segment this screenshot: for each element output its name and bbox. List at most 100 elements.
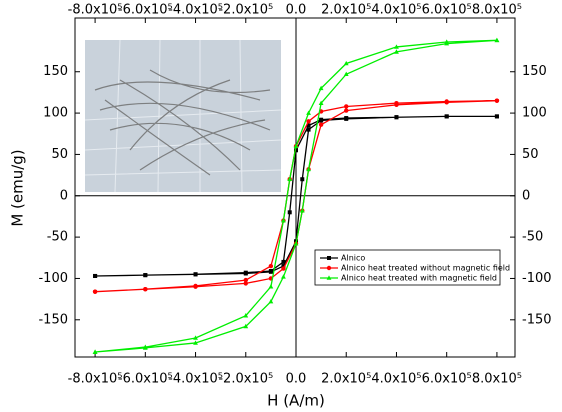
y-axis-label: M (emu/g) <box>9 149 27 226</box>
marker <box>294 148 299 153</box>
y-tick-label-right: 150 <box>522 64 547 79</box>
marker <box>394 115 399 120</box>
y-tick-label: -150 <box>38 312 68 327</box>
x-tick-label: 0.0 <box>286 372 307 387</box>
marker <box>143 287 148 292</box>
y-tick-label-right: 0 <box>522 188 530 203</box>
marker <box>494 98 500 103</box>
legend-box <box>314 249 501 286</box>
x-tick-label: -8.0x10⁵ <box>68 372 123 387</box>
marker <box>326 265 332 271</box>
marker <box>318 100 324 105</box>
x-tick-label: 4.0x10⁵ <box>371 372 421 387</box>
marker <box>281 217 286 223</box>
marker <box>306 119 311 124</box>
marker <box>299 208 305 213</box>
x-tick-label: 8.0x10⁵ <box>472 372 522 387</box>
marker <box>293 143 299 148</box>
y-tick-label-right: 50 <box>522 147 539 162</box>
x-tick-label: 6.0x10⁵ <box>422 372 472 387</box>
y-tick-label-right: -100 <box>522 271 552 286</box>
marker <box>343 71 349 77</box>
legend-label: Alnico heat treated with magnetic field <box>341 274 497 283</box>
marker <box>281 274 286 279</box>
marker <box>193 272 198 277</box>
marker <box>287 176 293 182</box>
x-tick-label-top: -8.0x10⁵ <box>68 3 123 18</box>
y-tick-label: -100 <box>38 271 68 286</box>
marker <box>268 299 274 304</box>
marker <box>306 123 311 128</box>
marker <box>306 110 311 115</box>
marker <box>93 273 98 278</box>
marker <box>394 49 399 54</box>
marker <box>394 102 399 108</box>
marker <box>243 313 249 318</box>
x-tick-label: -2.0x10⁵ <box>218 372 273 387</box>
marker <box>343 60 349 66</box>
x-tick-label: 2.0x10⁵ <box>321 372 371 387</box>
marker <box>243 277 248 283</box>
x-tick-label-top: 6.0x10⁵ <box>422 3 472 18</box>
marker <box>268 284 274 289</box>
x-tick-label-top: -2.0x10⁵ <box>218 3 273 18</box>
marker <box>281 266 286 271</box>
marker <box>344 116 349 121</box>
marker <box>444 100 449 105</box>
marker <box>193 340 198 345</box>
marker <box>268 263 274 269</box>
marker <box>318 85 324 91</box>
y-tick-label: 100 <box>43 106 68 121</box>
marker <box>243 323 249 329</box>
y-tick-label-right: -50 <box>522 230 543 245</box>
marker <box>268 269 273 274</box>
x-tick-label: -6.0x10⁵ <box>118 372 173 387</box>
y-tick-label: 50 <box>51 147 68 162</box>
marker <box>287 210 292 215</box>
x-tick-label-top: 8.0x10⁵ <box>472 3 522 18</box>
y-tick-label: 150 <box>43 64 68 79</box>
marker <box>326 275 332 280</box>
marker <box>319 118 324 123</box>
marker <box>300 177 305 182</box>
marker <box>318 122 324 127</box>
y-tick-label-right: -150 <box>522 312 552 327</box>
legend-label: Alnico heat treated without magnetic fie… <box>341 264 510 273</box>
plot-frame <box>74 17 516 358</box>
marker <box>143 273 148 278</box>
marker <box>327 256 331 260</box>
marker <box>293 241 299 246</box>
marker <box>306 127 311 132</box>
x-tick-label-top: 4.0x10⁵ <box>371 3 421 18</box>
marker <box>444 41 450 46</box>
x-tick-label-top: 2.0x10⁵ <box>321 3 371 18</box>
photo-wires <box>94 69 271 176</box>
marker <box>344 108 349 113</box>
x-tick-label-top: -4.0x10⁵ <box>168 3 223 18</box>
marker <box>142 345 148 350</box>
marker <box>92 349 98 354</box>
marker <box>243 271 248 276</box>
marker <box>281 264 286 269</box>
marker <box>306 166 311 172</box>
marker <box>344 104 349 109</box>
y-tick-label-right: 100 <box>522 106 547 121</box>
photo-background <box>85 40 281 192</box>
marker <box>193 335 198 340</box>
x-tick-label-top: -6.0x10⁵ <box>118 3 173 18</box>
y-tick-label: -50 <box>47 230 68 245</box>
marker <box>494 114 499 119</box>
marker <box>193 284 198 289</box>
marker <box>243 281 248 286</box>
x-axis-label: H (A/m) <box>267 392 325 410</box>
marker <box>444 114 449 119</box>
y-tick-label: 0 <box>60 188 68 203</box>
legend-label: Alnico <box>341 254 365 263</box>
marker <box>92 289 98 294</box>
marker <box>494 37 500 43</box>
x-tick-label-top: 0.0 <box>286 3 307 18</box>
x-tick-label: -4.0x10⁵ <box>168 372 223 387</box>
